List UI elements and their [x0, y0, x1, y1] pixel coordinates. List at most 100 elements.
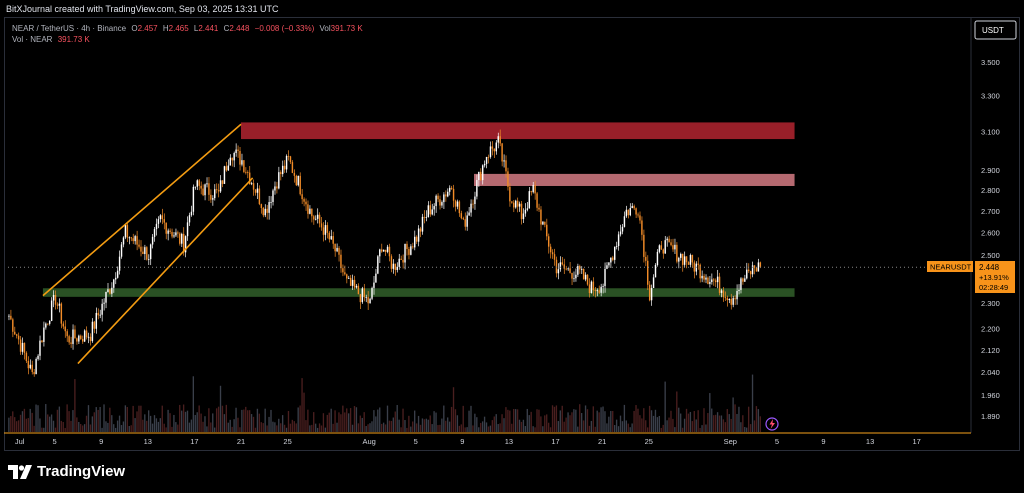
- candle-body: [367, 297, 369, 304]
- candle-body: [128, 237, 131, 239]
- volume-bar: [536, 409, 538, 432]
- price-tick: 2.300: [981, 299, 1000, 308]
- candle-body: [148, 259, 150, 260]
- support-zone[interactable]: [42, 288, 795, 297]
- time-tick: 21: [237, 437, 245, 446]
- chart-frame[interactable]: [4, 17, 1020, 451]
- candle-body: [138, 244, 140, 247]
- volume-bar: [742, 415, 744, 432]
- candle-body: [136, 236, 138, 245]
- resistance-zone[interactable]: [241, 122, 795, 140]
- candle-body: [91, 321, 94, 342]
- time-tick: 5: [53, 437, 57, 446]
- volume-bar: [691, 421, 694, 432]
- resistance-zone[interactable]: [474, 173, 795, 186]
- volume-bar: [567, 412, 569, 432]
- volume-bar: [217, 406, 220, 432]
- time-axis[interactable]: Jul 5 9 13 17 21 25 Aug 5 9 13 17 21 25 Sep 5 9 13 17: [15, 437, 921, 446]
- volume-bar: [709, 393, 711, 432]
- volume-bar: [746, 427, 748, 432]
- price-chart[interactable]: 3.500 3.300 3.100 2.900 2.800 2.700 2.600 2.500…: [0, 0, 1024, 451]
- currency-box[interactable]: [974, 20, 1017, 40]
- lightning-icon[interactable]: [765, 417, 779, 431]
- volume-bar: [274, 422, 276, 432]
- candle-body: [530, 191, 532, 193]
- candle-body: [47, 323, 49, 325]
- candle-body: [652, 277, 655, 288]
- candle-body: [76, 338, 78, 342]
- candle-body: [507, 171, 509, 187]
- candle-body: [219, 180, 222, 192]
- volume-bar: [351, 424, 354, 432]
- candle-body: [155, 223, 158, 230]
- volume-bar: [588, 425, 591, 432]
- legend-symbol: NEAR / TetherUS · 4h · Binance: [12, 24, 127, 33]
- close-value: 2.448: [229, 24, 250, 33]
- candle-body: [468, 212, 470, 216]
- volume-bar: [167, 409, 169, 432]
- volume-bar: [518, 419, 521, 432]
- candle-body: [734, 298, 736, 300]
- candle-body: [410, 246, 412, 255]
- volume-bar: [320, 425, 323, 432]
- volume-bar: [367, 424, 369, 432]
- volume-bar: [136, 411, 138, 432]
- candle-body: [604, 268, 606, 287]
- volume-bar: [606, 423, 608, 432]
- volume-value: 391.73 K: [330, 24, 363, 33]
- candle-body: [681, 253, 684, 265]
- price-tag: NEARUSDT 2.448 +13.91% 02:28:49: [927, 261, 1015, 293]
- volume-bar: [10, 416, 12, 432]
- price-scale[interactable]: 3.500 3.300 3.100 2.900 2.800 2.700 2.600 2.500…: [981, 58, 1000, 421]
- volume-bar: [734, 404, 736, 432]
- volume-bar: [532, 426, 534, 432]
- volume-bar: [415, 423, 418, 432]
- candle-body: [87, 336, 90, 338]
- candle-body: [50, 300, 53, 321]
- volume-bar: [299, 405, 301, 432]
- volume-bar: [398, 419, 400, 432]
- candle-body: [318, 214, 321, 224]
- candle-body: [313, 216, 315, 220]
- close-label: C: [223, 24, 230, 33]
- candle-body: [635, 208, 637, 215]
- volume-bar: [66, 404, 68, 432]
- volume-bar: [749, 424, 752, 432]
- volume-bar: [447, 417, 449, 432]
- attribution-bar: BitXJournal created with TradingView.com…: [0, 0, 1024, 18]
- channel-lower-line[interactable]: [77, 177, 254, 365]
- candle-body: [262, 207, 264, 216]
- price-tick: 3.100: [981, 128, 1000, 137]
- candle-body: [751, 265, 754, 275]
- candle-body: [78, 335, 80, 342]
- volume-bar: [656, 417, 659, 432]
- volume-bar: [25, 418, 28, 432]
- volume-bar: [660, 427, 662, 432]
- volume-bar: [417, 415, 420, 432]
- volume-bar: [551, 405, 554, 432]
- channel-upper-line[interactable]: [42, 123, 242, 297]
- volume-bar: [672, 418, 674, 432]
- tradingview-logo[interactable]: TradingView: [8, 463, 125, 480]
- candle-body: [433, 206, 435, 210]
- candle-body: [709, 282, 711, 284]
- time-tick: 21: [598, 437, 606, 446]
- volume-bar: [534, 427, 536, 432]
- time-tick: 13: [866, 437, 874, 446]
- candle-body: [114, 277, 117, 280]
- candle-body: [235, 149, 237, 154]
- volume-bar: [681, 427, 684, 432]
- volume-bar: [582, 420, 585, 432]
- candle-body: [270, 202, 272, 203]
- volume-bar: [295, 423, 297, 432]
- volume-bar: [283, 424, 286, 432]
- volume-bar: [305, 420, 307, 432]
- volume-bar: [464, 427, 466, 432]
- volume-bar: [557, 421, 560, 432]
- candle-body: [615, 245, 618, 247]
- volume-bar: [610, 410, 612, 432]
- volume-bar: [50, 414, 53, 432]
- candle-body: [214, 189, 216, 199]
- volume-bar: [332, 423, 334, 432]
- candle-body: [344, 272, 346, 275]
